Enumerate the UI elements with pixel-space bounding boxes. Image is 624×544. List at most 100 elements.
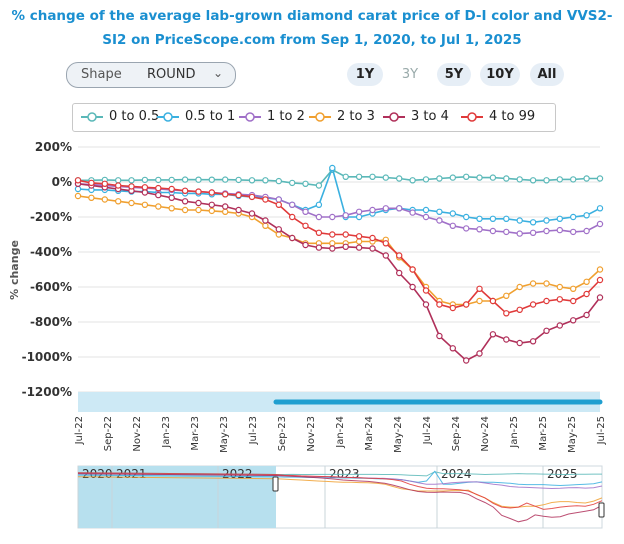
data-point — [195, 188, 202, 195]
data-point — [583, 311, 590, 319]
data-point — [436, 217, 443, 224]
x-tick-label: Nov-24 — [480, 416, 491, 452]
data-point — [141, 176, 149, 184]
data-point — [221, 203, 229, 210]
legend: 0 to 0.5 0.5 to 1 1 to 2 2 to 3 3 to 4 4… — [72, 103, 556, 132]
data-point — [570, 317, 577, 324]
series-line-2 — [77, 183, 601, 235]
data-point — [155, 203, 162, 210]
legend-marker — [239, 111, 261, 123]
legend-item-3-to-4[interactable]: 3 to 4 — [383, 109, 449, 124]
data-point — [141, 189, 149, 196]
data-point — [422, 287, 430, 294]
data-point — [355, 173, 363, 180]
x-tick-label: Nov-23 — [306, 416, 317, 452]
data-point — [396, 175, 403, 182]
x-tick-label: Jul-25 — [596, 416, 607, 445]
data-point — [570, 285, 577, 292]
data-point — [529, 338, 537, 345]
legend-item-0.5-to-1[interactable]: 0.5 to 1 — [157, 109, 235, 124]
range-5y-button[interactable]: 5Y — [437, 63, 471, 86]
y-tick-label: 200% — [35, 140, 72, 154]
range-1y-button[interactable]: 1Y — [347, 63, 383, 86]
data-point — [503, 310, 510, 317]
data-point — [329, 213, 336, 221]
data-point — [382, 240, 389, 247]
x-tick-label: May-24 — [393, 416, 404, 453]
data-point — [88, 179, 95, 187]
data-point — [262, 222, 269, 229]
data-point — [449, 210, 456, 217]
data-point — [556, 296, 564, 303]
data-point — [262, 177, 269, 184]
x-tick-label: Mar-25 — [538, 416, 549, 451]
range-3y-button[interactable]: 3Y — [401, 67, 419, 82]
x-tick-label: Sep-22 — [103, 416, 114, 451]
data-point — [355, 244, 363, 251]
data-point — [101, 196, 109, 203]
y-tick-label: -400% — [30, 245, 72, 259]
data-point — [168, 205, 175, 212]
data-point — [570, 228, 577, 236]
data-point — [141, 184, 149, 191]
navigator-series-5 — [77, 472, 603, 510]
data-point — [289, 234, 296, 242]
data-point — [289, 179, 296, 187]
data-point — [128, 199, 135, 207]
data-point — [248, 193, 256, 201]
data-point — [128, 183, 135, 190]
legend-item-0-to-0.5[interactable]: 0 to 0.5 — [81, 109, 159, 124]
shape-value: ROUND — [147, 67, 196, 82]
legend-item-1-to-2[interactable]: 1 to 2 — [239, 109, 305, 124]
data-point — [449, 174, 456, 181]
range-10y-button[interactable]: 10Y — [480, 63, 520, 86]
x-tick-label: May-25 — [567, 416, 578, 453]
data-point — [355, 208, 363, 215]
series-line-3 — [77, 195, 601, 306]
data-point — [382, 205, 389, 212]
x-tick-label: Jul-23 — [248, 416, 259, 445]
data-point — [369, 245, 376, 252]
data-point — [369, 234, 376, 242]
data-point — [155, 184, 162, 192]
data-point — [208, 189, 215, 196]
data-point — [449, 345, 456, 352]
data-point — [382, 174, 389, 181]
data-point — [409, 177, 416, 184]
shape-dropdown[interactable]: Shape ROUND ⌄ — [66, 62, 236, 88]
data-point — [409, 266, 416, 273]
data-point — [543, 327, 550, 334]
x-tick-label: Jul-22 — [74, 416, 85, 445]
data-point — [570, 297, 577, 305]
x-tick-label: Sep-24 — [451, 416, 462, 451]
range-all-button[interactable]: All — [530, 63, 564, 86]
data-point — [529, 301, 537, 308]
data-point — [489, 174, 497, 181]
legend-item-2-to-3[interactable]: 2 to 3 — [309, 109, 375, 124]
data-point — [596, 294, 604, 301]
data-point — [181, 206, 189, 214]
data-point — [396, 205, 403, 212]
data-point — [583, 212, 590, 219]
data-point — [155, 191, 162, 199]
data-point — [543, 227, 550, 235]
data-point — [168, 176, 175, 184]
series-line-4 — [77, 183, 601, 362]
data-point — [342, 173, 349, 180]
data-point — [463, 173, 470, 180]
data-point — [476, 174, 483, 181]
data-point — [315, 213, 323, 221]
data-point — [583, 175, 590, 182]
data-point — [516, 339, 523, 347]
data-point — [529, 219, 537, 226]
data-point — [168, 185, 175, 193]
data-point — [342, 231, 349, 238]
chart-title: % change of the average lab-grown diamon… — [11, 8, 613, 48]
legend-item-4-to-99[interactable]: 4 to 99 — [461, 109, 535, 124]
series-line-5 — [77, 179, 601, 315]
data-point — [221, 176, 229, 183]
data-point — [476, 350, 483, 357]
data-point — [489, 297, 497, 305]
data-point — [275, 201, 282, 208]
y-tick-label: -1200% — [22, 385, 72, 399]
